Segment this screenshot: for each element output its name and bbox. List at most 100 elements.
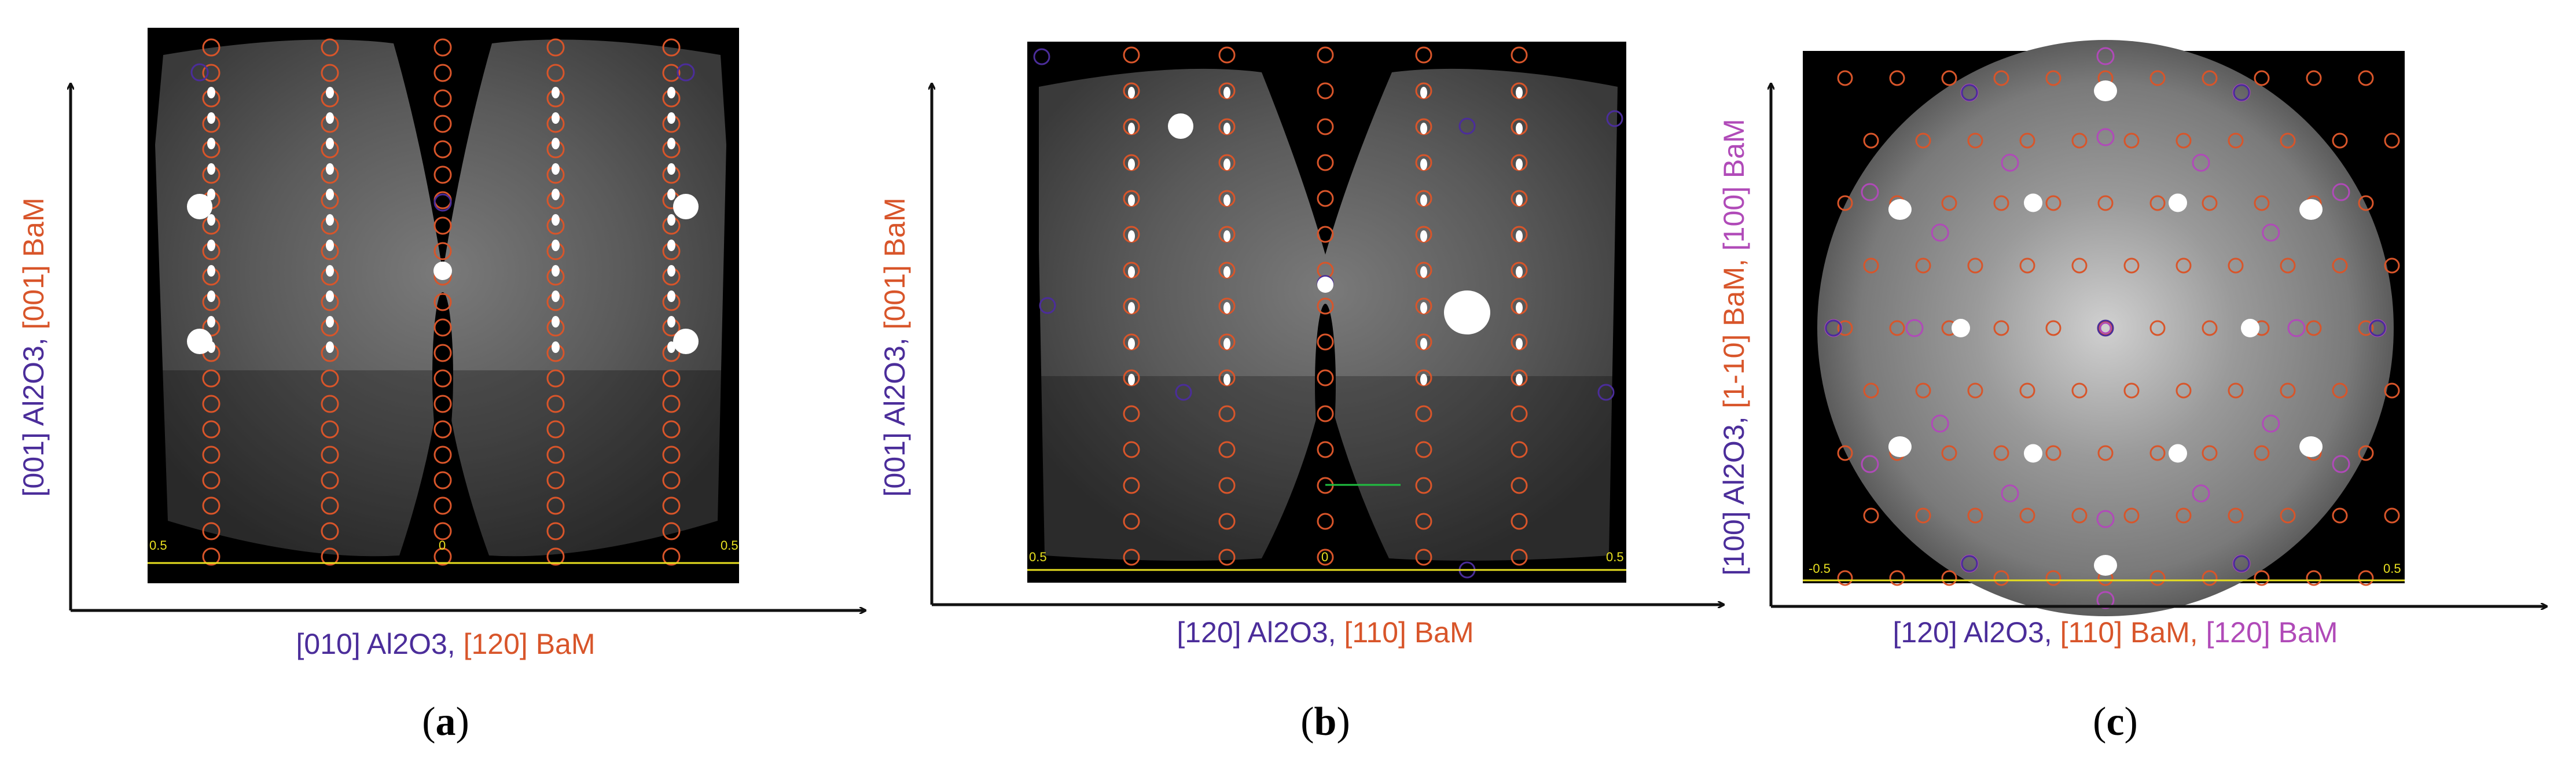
bam-reflection-ring [546, 369, 565, 388]
panel-b-y-label: [001] Al2O3, [001] BaM [879, 198, 911, 497]
bright-spot [1420, 266, 1427, 278]
bright-spot [1128, 374, 1135, 385]
al2o3-reflection-ring [433, 193, 452, 212]
bright-spot [1420, 374, 1427, 385]
al2o3-reflection-ring [2233, 555, 2250, 572]
panel-a-x-label-bam: [120] BaM [464, 628, 596, 660]
bam-reflection-ring [2123, 507, 2140, 524]
bam-magenta-reflection-ring [2096, 47, 2115, 65]
bam-reflection-ring [2306, 570, 2322, 586]
bam-reflection-ring [321, 38, 339, 57]
bam-reflection-ring [1123, 405, 1140, 422]
bam-reflection-ring [1415, 477, 1432, 494]
panel-a-bam-reflections [202, 38, 681, 566]
bright-spot [207, 138, 215, 149]
al2o3-reflection-ring [1175, 384, 1192, 401]
bam-reflection-ring [2358, 445, 2374, 461]
bam-reflection-ring [433, 344, 452, 362]
bam-reflection-ring [433, 140, 452, 159]
bright-spot [2299, 199, 2323, 220]
bam-reflection-ring [546, 420, 565, 439]
bam-reflection-ring [1218, 405, 1236, 422]
bam-reflection-ring [2280, 133, 2296, 149]
bam-reflection-ring [1317, 405, 1334, 422]
bam-reflection-ring [2071, 257, 2088, 274]
bright-spot [667, 189, 675, 200]
bright-spot [207, 163, 215, 175]
panel-a-x-label: [010] Al2O3, [120] BaM [296, 628, 596, 660]
bam-reflection-ring [1837, 445, 1853, 461]
panel-c-x-label-bam-orange: [110] BaM, [2060, 616, 2206, 649]
bam-reflection-ring [1317, 441, 1334, 458]
bam-reflection-ring [1317, 333, 1334, 351]
bright-spot [1128, 266, 1135, 278]
bam-magenta-reflection-ring [2262, 223, 2280, 242]
bam-reflection-ring [2045, 70, 2061, 86]
bam-reflection-ring [2019, 507, 2035, 524]
bam-reflection-ring [1123, 441, 1140, 458]
bright-spot [2094, 80, 2117, 101]
panel-a-y-label: [001] Al2O3, [001] BaM [17, 198, 50, 497]
bam-reflection-ring [1123, 549, 1140, 566]
bright-spot [552, 240, 560, 251]
bam-reflection-ring [433, 318, 452, 337]
panel-c-tick-right: 0.5 [2383, 561, 2401, 576]
panel-b-tick-center: 0 [1321, 550, 1328, 564]
bright-spot [1888, 199, 1912, 220]
bam-reflection-ring [433, 89, 452, 108]
bam-reflection-ring [662, 38, 681, 57]
bright-spot [326, 163, 334, 175]
bam-magenta-reflection-ring [2332, 183, 2350, 201]
bright-spot [1223, 374, 1230, 385]
bam-reflection-ring [2358, 320, 2374, 336]
bright-spot [1128, 159, 1135, 170]
panel-c-x-label: [120] Al2O3, [110] BaM, [120] BaM [1893, 616, 2338, 649]
panel-c-bright-spots [1888, 80, 2323, 576]
bam-reflection-ring [2280, 382, 2296, 399]
bam-reflection-ring [2202, 570, 2218, 586]
bright-spot [207, 189, 215, 200]
al2o3-reflection-ring [1606, 110, 1623, 127]
bam-reflection-ring [433, 165, 452, 184]
panel-c-diffraction-pattern [1817, 40, 2394, 616]
panel-c-tick-left: -0.5 [1809, 561, 1831, 576]
bam-reflection-ring [1317, 82, 1334, 100]
al2o3-reflection-ring [677, 63, 695, 82]
panel-a-caption: (a) [422, 700, 469, 744]
bam-reflection-ring [1317, 513, 1334, 530]
bright-spot [433, 262, 452, 280]
bright-spot [673, 194, 699, 219]
panel-b-caption: (b) [1300, 700, 1350, 744]
bright-spot [1223, 87, 1230, 98]
bam-reflection-ring [433, 395, 452, 413]
bright-spot [1516, 123, 1523, 134]
bright-spot [552, 316, 560, 328]
al2o3-reflection-ring [190, 63, 209, 82]
panel-c-bam-orange-reflections [1837, 70, 2400, 586]
bam-reflection-ring [1317, 154, 1334, 171]
bam-reflection-ring [202, 64, 221, 82]
bright-spot [1516, 302, 1523, 314]
bam-reflection-ring [433, 242, 452, 260]
panel-a: 0.5 0 0.5 [001] Al2O3, [001] BaM [010] A… [17, 28, 865, 744]
bright-spot [1223, 266, 1230, 278]
bright-spot [1516, 266, 1523, 278]
bright-spot [1516, 194, 1523, 206]
bright-spot [326, 341, 334, 353]
bam-reflection-ring [1317, 369, 1334, 387]
bam-reflection-ring [1889, 320, 1905, 336]
bam-magenta-reflection-ring [1931, 223, 1949, 242]
bright-spot [1420, 302, 1427, 314]
bam-reflection-ring [1889, 70, 1905, 86]
bam-reflection-ring [2228, 507, 2244, 524]
al2o3-reflection-ring [1039, 297, 1056, 314]
bam-reflection-ring [2228, 382, 2244, 399]
bam-reflection-ring [202, 496, 221, 515]
bam-reflection-ring [1915, 133, 1931, 149]
bam-reflection-ring [433, 547, 452, 566]
bam-reflection-ring [1415, 549, 1432, 566]
bam-reflection-ring [2358, 195, 2374, 211]
panel-b-x-label: [120] Al2O3, [110] BaM [1177, 616, 1473, 649]
panel-a-y-label-al2o3: [001] Al2O3, [17, 329, 50, 496]
bam-reflection-ring [321, 369, 339, 388]
